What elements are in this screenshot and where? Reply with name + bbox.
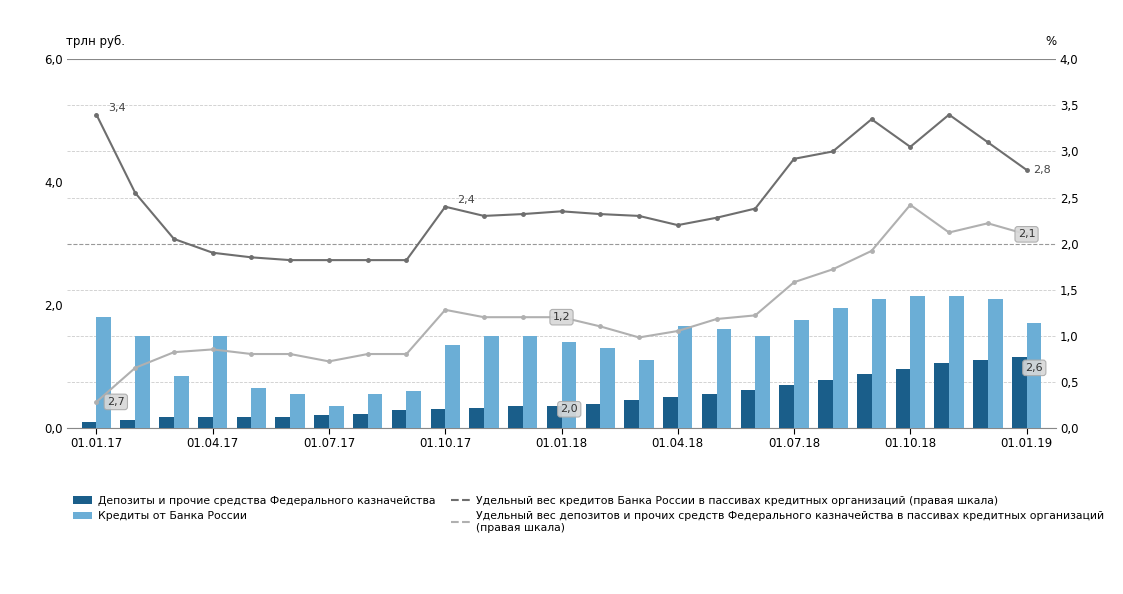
Bar	[252, 388, 266, 428]
Bar	[624, 400, 639, 428]
Bar	[934, 363, 949, 428]
Bar	[740, 390, 756, 428]
Bar	[601, 348, 615, 428]
Text: 2,6: 2,6	[1025, 363, 1043, 373]
Bar	[949, 296, 964, 428]
Bar	[779, 385, 794, 428]
Text: 3,4: 3,4	[108, 103, 126, 113]
Bar	[469, 408, 484, 428]
Bar	[818, 380, 833, 428]
Bar	[445, 345, 460, 428]
Text: 1,2: 1,2	[553, 312, 570, 322]
Bar	[329, 406, 344, 428]
Bar	[159, 416, 174, 428]
Bar	[1026, 323, 1041, 428]
Bar	[895, 369, 911, 428]
Bar	[756, 336, 770, 428]
Bar	[120, 421, 135, 428]
Bar	[198, 416, 212, 428]
Bar	[716, 330, 731, 428]
Bar	[275, 416, 290, 428]
Bar	[585, 405, 601, 428]
Text: трлн руб.: трлн руб.	[66, 35, 126, 48]
Bar	[82, 422, 97, 428]
Bar	[508, 406, 522, 428]
Bar	[911, 296, 925, 428]
Bar	[174, 375, 189, 428]
Bar	[353, 414, 367, 428]
Bar	[290, 394, 305, 428]
Bar	[857, 374, 871, 428]
Bar	[314, 415, 329, 428]
Bar	[562, 342, 576, 428]
Text: 2,7: 2,7	[107, 397, 125, 407]
Bar	[547, 406, 562, 428]
Bar	[237, 416, 252, 428]
Bar	[367, 394, 383, 428]
Text: 2,4: 2,4	[457, 195, 475, 205]
Legend: Депозиты и прочие средства Федерального казначейства, Кредиты от Банка России, У: Депозиты и прочие средства Федерального …	[73, 496, 1105, 533]
Text: 2,8: 2,8	[1033, 165, 1051, 175]
Bar	[833, 308, 848, 428]
Bar	[1012, 357, 1026, 428]
Bar	[663, 397, 678, 428]
Bar	[522, 336, 538, 428]
Bar	[97, 317, 111, 428]
Bar	[392, 410, 407, 428]
Bar	[407, 391, 421, 428]
Text: %: %	[1046, 36, 1057, 48]
Bar	[702, 394, 716, 428]
Bar	[212, 336, 228, 428]
Bar	[988, 299, 1003, 428]
Bar	[973, 360, 988, 428]
Bar	[794, 320, 809, 428]
Text: 2,0: 2,0	[560, 405, 578, 414]
Bar	[871, 299, 886, 428]
Text: 2,1: 2,1	[1017, 229, 1035, 239]
Bar	[135, 336, 150, 428]
Bar	[678, 327, 693, 428]
Bar	[430, 409, 445, 428]
Bar	[484, 336, 499, 428]
Bar	[639, 360, 654, 428]
